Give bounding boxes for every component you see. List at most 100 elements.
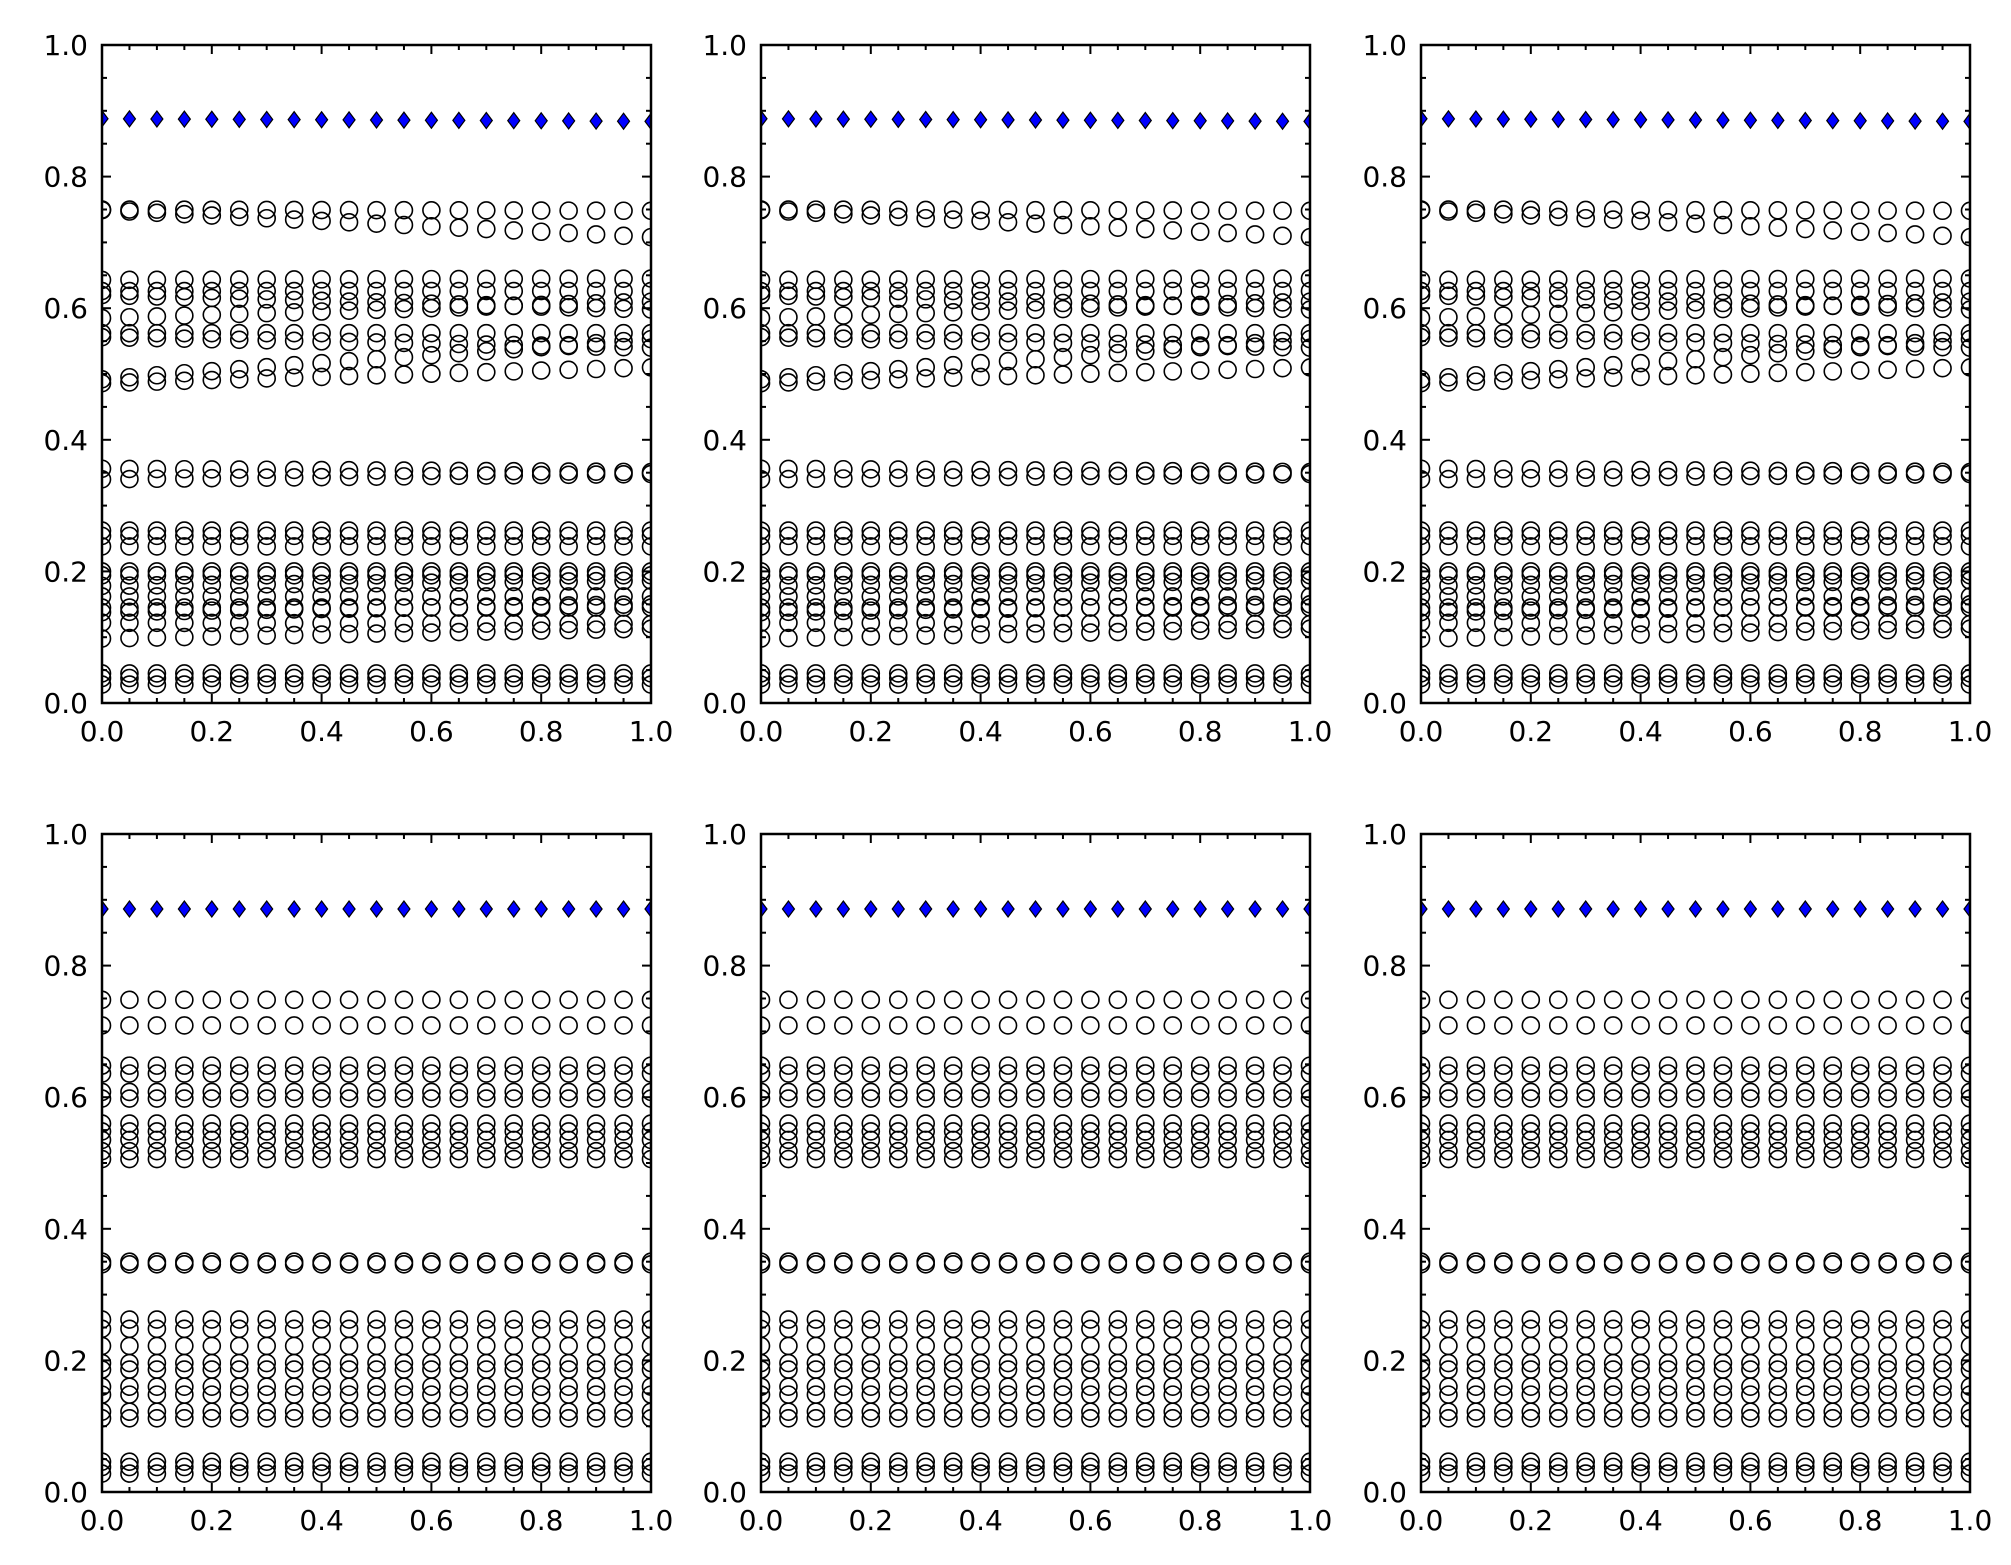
circle-marker [614, 566, 633, 585]
circle-marker [834, 601, 853, 621]
circle-marker [1421, 1336, 1431, 1356]
circle-marker [147, 323, 167, 343]
circle-marker [102, 587, 112, 606]
circle-marker [943, 460, 963, 480]
circle-marker [1053, 1089, 1073, 1108]
circle-marker [641, 1089, 651, 1108]
circle-marker [1421, 1457, 1431, 1477]
circle-marker [1878, 1255, 1897, 1274]
circle-marker [339, 599, 359, 618]
series-24 [1421, 664, 1970, 683]
circle-marker [102, 459, 112, 479]
circle-marker [559, 587, 578, 606]
circle-marker [1850, 675, 1870, 694]
diamond-marker [1524, 110, 1538, 129]
diamond-marker [507, 111, 521, 130]
diamond-marker [1166, 900, 1180, 919]
x-tick-label: 0.8 [519, 715, 564, 748]
circle-marker [394, 1122, 414, 1141]
circle-marker [806, 664, 826, 683]
circle-marker [998, 351, 1018, 371]
circle-marker [614, 1409, 633, 1428]
circle-marker [147, 664, 167, 683]
series-23 [761, 619, 1310, 648]
circle-marker [1163, 562, 1183, 581]
circle-marker [1768, 1130, 1788, 1150]
circle-marker [476, 566, 496, 585]
circle-marker [971, 1082, 990, 1102]
circle-marker [284, 1457, 304, 1477]
circle-marker [1136, 461, 1155, 481]
diamond-marker [1028, 900, 1043, 919]
circle-marker [1163, 1377, 1183, 1397]
circle-marker [1136, 664, 1155, 683]
circle-marker [1686, 1082, 1705, 1102]
circle-marker [1603, 1016, 1623, 1035]
circle-marker [1631, 625, 1650, 644]
circle-marker [1439, 566, 1458, 585]
circle-marker [120, 323, 139, 343]
circle-marker [943, 566, 963, 585]
circle-marker [761, 459, 771, 479]
circle-marker [559, 1130, 578, 1150]
circle-marker [1658, 675, 1678, 694]
circle-marker [1658, 1464, 1678, 1483]
circle-marker [147, 521, 167, 540]
circle-marker [761, 1464, 771, 1483]
circle-marker [1905, 566, 1925, 585]
circle-marker [1108, 334, 1128, 354]
circle-marker [1713, 1409, 1733, 1428]
circle-marker [1905, 201, 1925, 220]
circle-marker [861, 587, 881, 606]
circle-marker [120, 1082, 139, 1102]
circle-marker [102, 1464, 112, 1483]
circle-marker [1576, 521, 1595, 540]
circle-marker [1136, 990, 1155, 1010]
circle-marker [1273, 562, 1292, 581]
circle-marker [1548, 1402, 1568, 1422]
circle-marker [367, 566, 386, 585]
circle-marker [916, 990, 936, 1010]
circle-marker [779, 587, 798, 606]
circle-marker [257, 1141, 277, 1161]
circle-marker [614, 1377, 633, 1397]
circle-marker [229, 460, 249, 479]
circle-marker [476, 201, 496, 220]
circle-marker [888, 1064, 908, 1083]
circle-marker [175, 1255, 194, 1274]
circle-marker [586, 1122, 606, 1141]
circle-marker [1796, 323, 1815, 343]
circle-marker [1741, 1353, 1760, 1373]
diamond-marker [1248, 112, 1262, 131]
diamond-marker [205, 110, 219, 129]
circle-marker [1658, 366, 1678, 386]
diamond-marker [232, 110, 246, 129]
circle-marker [586, 1255, 606, 1274]
circle-marker [422, 1452, 441, 1472]
circle-marker [916, 1130, 936, 1150]
circle-marker [284, 668, 304, 688]
circle-marker [1026, 323, 1045, 343]
circle-marker [1300, 1377, 1310, 1397]
circle-marker [1823, 1409, 1843, 1428]
series-1 [1421, 990, 1970, 1010]
circle-marker [1081, 1130, 1100, 1150]
circle-marker [1053, 365, 1073, 384]
circle-marker [531, 1016, 551, 1035]
circle-marker [1466, 1016, 1486, 1035]
circle-marker [1421, 675, 1431, 694]
circle-marker [312, 599, 331, 619]
series-11 [761, 1149, 1310, 1169]
circle-marker [1713, 521, 1733, 540]
series-5 [761, 1082, 1310, 1102]
circle-marker [1026, 1457, 1045, 1477]
circle-marker [120, 459, 139, 479]
circle-marker [284, 1255, 304, 1274]
circle-marker [559, 1457, 578, 1477]
circle-marker [1768, 363, 1788, 383]
circle-marker [1136, 1377, 1155, 1397]
circle-marker [1108, 1409, 1128, 1428]
circle-marker [257, 613, 277, 633]
circle-marker [229, 323, 249, 343]
circle-marker [1796, 526, 1815, 546]
